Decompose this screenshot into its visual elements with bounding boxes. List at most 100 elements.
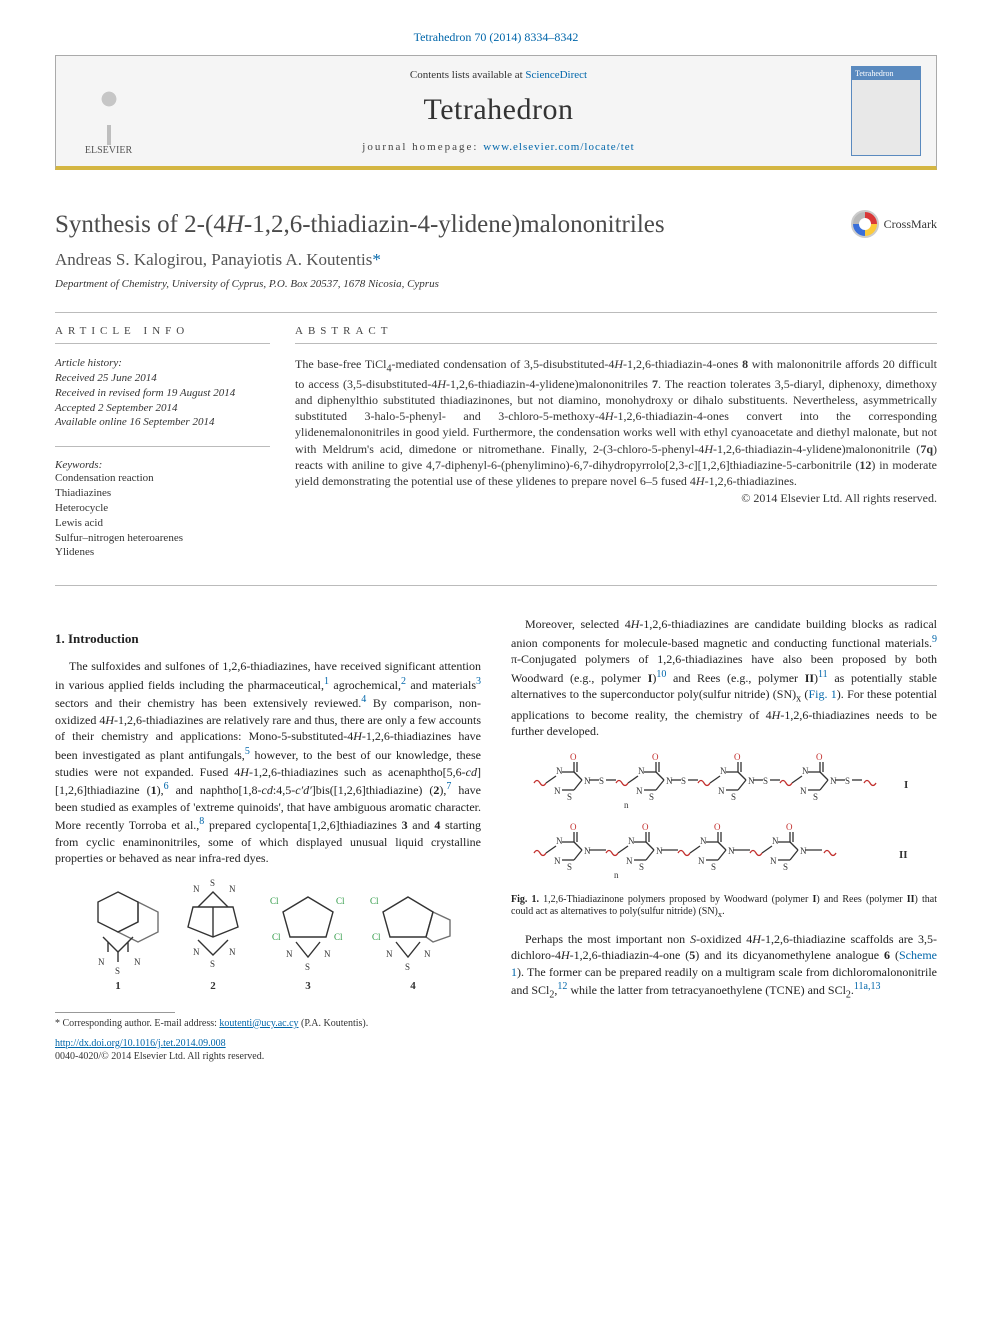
article-history: Article history: Received 25 June 2014 R… — [55, 356, 270, 430]
svg-text:S: S — [599, 776, 604, 786]
corresponding-author-note: * Corresponding author. E-mail address: … — [55, 1017, 481, 1031]
svg-text:Cl: Cl — [272, 932, 281, 942]
figure-1-caption-text: 1,2,6-Thiadiazinone polymers proposed by… — [511, 894, 937, 918]
history-accepted: Accepted 2 September 2014 — [55, 401, 270, 416]
svg-text:N: N — [584, 776, 591, 786]
footnote-block: * Corresponding author. E-mail address: … — [55, 1012, 481, 1064]
keywords-label: Keywords: — [55, 459, 270, 471]
copyright-line: © 2014 Elsevier Ltd. All rights reserved… — [295, 491, 937, 506]
history-online: Available online 16 September 2014 — [55, 415, 270, 430]
structure-label-4: 4 — [410, 980, 416, 992]
corr-person: (P.A. Koutentis). — [301, 1018, 368, 1029]
sciencedirect-link[interactable]: ScienceDirect — [525, 69, 587, 81]
svg-text:N: N — [193, 947, 200, 957]
figure-1-label: Fig. 1. — [511, 894, 543, 905]
article-info-column: ARTICLE INFO Article history: Received 2… — [55, 325, 270, 560]
figure-1: N O N N S — [511, 750, 937, 921]
citation-link[interactable]: Tetrahedron 70 (2014) 8334–8342 — [414, 30, 579, 44]
journal-name: Tetrahedron — [161, 93, 836, 127]
body-columns: 1. Introduction The sulfoxides and sulfo… — [55, 616, 937, 1064]
fig1-ref[interactable]: Fig. 1 — [808, 687, 836, 701]
scheme1-ref[interactable]: Scheme 1 — [511, 948, 937, 979]
ref-1[interactable]: 1 — [324, 676, 329, 687]
header-center: Contents lists available at ScienceDirec… — [161, 69, 836, 153]
ref-10[interactable]: 10 — [656, 669, 666, 680]
svg-text:S: S — [210, 878, 215, 888]
separator-abstract — [295, 343, 937, 344]
abstract-label: ABSTRACT — [295, 325, 937, 337]
svg-text:N: N — [286, 949, 293, 959]
svg-text:N: N — [554, 786, 561, 796]
crossmark-badge[interactable]: CrossMark — [851, 210, 937, 238]
structures-1-4: N N S N N S N — [55, 877, 481, 992]
svg-text:N: N — [98, 957, 105, 967]
ref-11a-13[interactable]: 11a,13 — [854, 981, 881, 992]
contents-available-line: Contents lists available at ScienceDirec… — [161, 69, 836, 81]
keyword: Sulfur–nitrogen heteroarenes — [55, 531, 270, 546]
ref-9[interactable]: 9 — [932, 634, 937, 645]
ref-8[interactable]: 8 — [199, 816, 204, 827]
svg-text:Cl: Cl — [372, 932, 381, 942]
svg-text:S: S — [405, 962, 410, 972]
ref-2[interactable]: 2 — [401, 676, 406, 687]
structure-label-1: 1 — [115, 980, 121, 992]
ref-3[interactable]: 3 — [476, 676, 481, 687]
svg-text:n: n — [614, 870, 619, 880]
history-label: Article history: — [55, 356, 270, 371]
svg-text:N: N — [554, 856, 561, 866]
svg-text:N: N — [424, 949, 431, 959]
svg-text:S: S — [567, 792, 572, 802]
body-column-right: Moreover, selected 4H-1,2,6-thiadiazines… — [511, 616, 937, 1064]
elsevier-logo: ELSEVIER — [71, 66, 146, 156]
homepage-prefix: journal homepage: — [362, 141, 483, 153]
doi-link[interactable]: http://dx.doi.org/10.1016/j.tet.2014.09.… — [55, 1038, 226, 1049]
figure-1-caption: Fig. 1. 1,2,6-Thiadiazinone polymers pro… — [511, 894, 937, 921]
svg-text:n: n — [624, 800, 629, 810]
keyword: Ylidenes — [55, 545, 270, 560]
abstract-column: ABSTRACT The base-free TiCl4-mediated co… — [295, 325, 937, 560]
svg-text:S: S — [567, 862, 572, 872]
body-column-left: 1. Introduction The sulfoxides and sulfo… — [55, 616, 481, 1064]
journal-homepage-line: journal homepage: www.elsevier.com/locat… — [161, 141, 836, 153]
citation-line: Tetrahedron 70 (2014) 8334–8342 — [55, 30, 937, 45]
ref-11[interactable]: 11 — [818, 669, 828, 680]
svg-text:Cl: Cl — [336, 896, 345, 906]
corresponding-email-link[interactable]: koutenti@ucy.ac.cy — [219, 1018, 298, 1029]
intro-paragraph-2: Moreover, selected 4H-1,2,6-thiadiazines… — [511, 616, 937, 739]
journal-cover-thumbnail: Tetrahedron — [851, 66, 921, 156]
svg-text:Cl: Cl — [270, 896, 279, 906]
separator-info-2 — [55, 446, 270, 447]
keyword: Condensation reaction — [55, 471, 270, 486]
history-received: Received 25 June 2014 — [55, 371, 270, 386]
keyword: Lewis acid — [55, 516, 270, 531]
keyword: Heterocycle — [55, 501, 270, 516]
ref-4[interactable]: 4 — [361, 694, 366, 705]
elsevier-tree-icon — [84, 85, 134, 145]
crossmark-label: CrossMark — [884, 217, 937, 232]
svg-text:S: S — [115, 966, 120, 976]
author-2: Panayiotis A. Koutentis — [211, 250, 372, 269]
separator-info-1 — [55, 343, 270, 344]
article-info-label: ARTICLE INFO — [55, 325, 270, 337]
intro-heading: 1. Introduction — [55, 630, 481, 648]
keyword: Thiadiazines — [55, 486, 270, 501]
svg-text:N: N — [229, 884, 236, 894]
ref-6[interactable]: 6 — [164, 781, 169, 792]
svg-text:Cl: Cl — [370, 896, 379, 906]
svg-text:Cl: Cl — [334, 932, 343, 942]
svg-text:S: S — [210, 959, 215, 969]
ref-12[interactable]: 12 — [557, 981, 567, 992]
publisher-name: ELSEVIER — [85, 145, 132, 156]
svg-text:N: N — [556, 836, 563, 846]
author-1: Andreas S. Kalogirou — [55, 250, 203, 269]
ref-5[interactable]: 5 — [245, 746, 250, 757]
structure-label-2: 2 — [210, 980, 216, 992]
footnote-rule — [55, 1012, 175, 1013]
structure-label-3: 3 — [305, 980, 311, 992]
svg-text:I: I — [904, 779, 908, 791]
ref-7[interactable]: 7 — [446, 781, 451, 792]
svg-text:N: N — [386, 949, 393, 959]
separator-top — [55, 312, 937, 313]
journal-homepage-link[interactable]: www.elsevier.com/locate/tet — [483, 141, 635, 153]
svg-text:S: S — [305, 962, 310, 972]
